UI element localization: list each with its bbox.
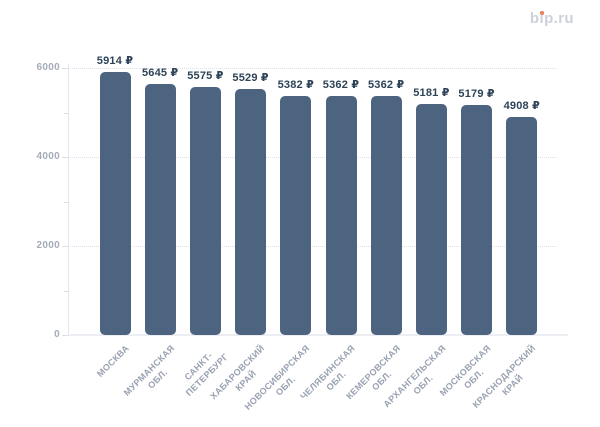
gridline [68, 157, 557, 158]
logo-text-rest: p.ru [544, 10, 574, 27]
y-axis-minor-tick [64, 201, 68, 203]
bar-value-label: 5362 ₽ [322, 79, 360, 92]
logo-text-b: b [529, 10, 540, 27]
bar [506, 116, 538, 335]
y-tick-label: 2000 [36, 240, 60, 251]
y-tick-label: 0 [54, 329, 60, 340]
bar [415, 104, 447, 335]
bar-value-label: 5179 ₽ [458, 87, 495, 100]
logo-i-dot-icon [540, 11, 544, 15]
bar-value-label: 5529 ₽ [232, 71, 269, 84]
y-axis-minor-tick [64, 290, 68, 292]
bip-logo[interactable]: bı p.ru [530, 10, 574, 27]
bar [235, 88, 267, 335]
bar [99, 71, 131, 335]
bar-value-label: 4908 ₽ [503, 99, 540, 112]
bar-value-label: 5575 ₽ [187, 69, 224, 82]
x-tick-label: МОСКВА [95, 343, 132, 379]
bar [325, 96, 357, 335]
y-axis-minor-tick [64, 112, 68, 114]
bar-value-label: 5362 ₽ [367, 79, 405, 92]
y-tick-label: 6000 [36, 62, 60, 73]
bar [280, 95, 312, 335]
x-axis-baseline [68, 334, 568, 336]
bar-value-label: 5645 ₽ [141, 66, 179, 79]
gridline [68, 246, 557, 247]
y-axis-line [68, 64, 69, 335]
y-axis-major-tick [62, 157, 68, 158]
logo-i-stem: ı [539, 10, 545, 27]
y-tick-label: 4000 [36, 151, 60, 162]
bar [189, 86, 221, 335]
x-tick-label: МУРМАНСКАЯ ОБЛ. [121, 343, 177, 398]
bar-value-label: 5181 ₽ [413, 87, 450, 100]
y-axis-major-tick [62, 335, 68, 336]
logo-letter-i: ı [539, 10, 544, 27]
y-axis-major-tick [62, 246, 68, 247]
bar [144, 83, 176, 335]
bar-value-label: 5914 ₽ [96, 54, 134, 67]
gridline [68, 68, 557, 69]
bar [461, 104, 493, 335]
bar [370, 96, 402, 335]
bar-value-label: 5382 ₽ [277, 78, 314, 91]
y-axis-major-tick [62, 68, 68, 69]
